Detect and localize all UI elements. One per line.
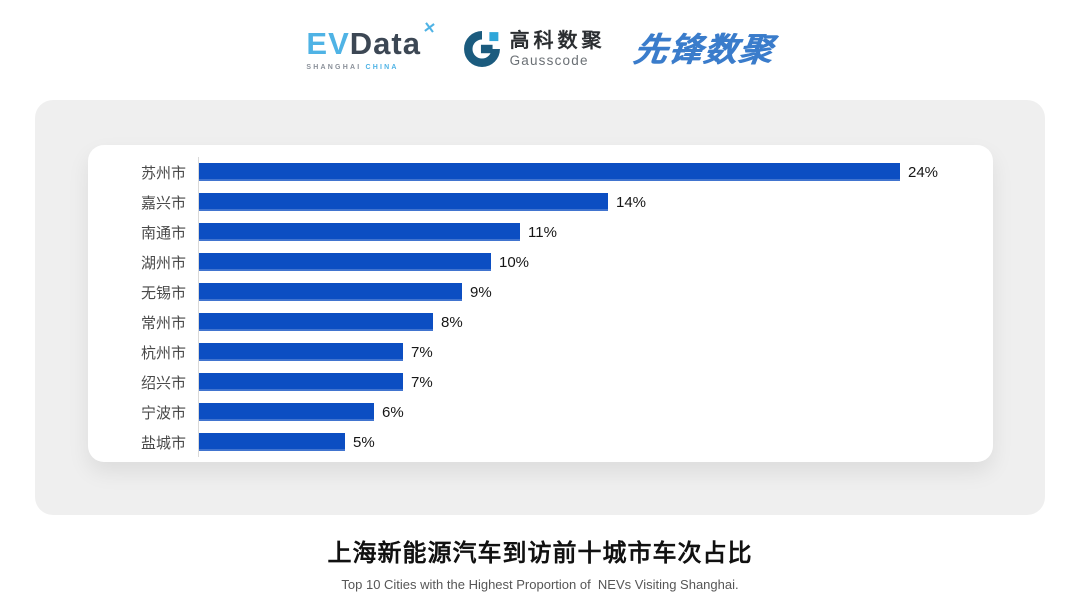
evdata-wordmark: EV Data ✕	[306, 19, 437, 61]
bar-row: 嘉兴市 14%	[118, 187, 993, 217]
value-label: 24%	[908, 163, 939, 181]
value-label: 9%	[470, 283, 492, 301]
bar-track: 14%	[198, 187, 993, 217]
bar-track: 24%	[198, 157, 993, 187]
value-label: 7%	[411, 343, 433, 361]
bar-track: 6%	[198, 397, 993, 427]
category-label: 嘉兴市	[140, 194, 186, 212]
gausscode-cn-text: 高科数聚	[509, 29, 606, 52]
value-label: 8%	[441, 313, 463, 331]
bar	[199, 223, 520, 241]
category-label: 盐城市	[140, 434, 186, 452]
evdata-data-text: Data	[349, 25, 421, 61]
evdata-tagline: SHANGHAI CHINA	[306, 64, 434, 71]
category-label: 绍兴市	[140, 374, 186, 392]
bar	[199, 433, 345, 451]
bar-row: 无锡市 9%	[118, 277, 993, 307]
gausscode-logo: 高科数聚 Gausscode	[463, 30, 606, 69]
gausscode-en-text: Gausscode	[509, 52, 589, 68]
value-label: 7%	[411, 373, 433, 391]
bar	[199, 163, 900, 181]
gausscode-icon	[463, 31, 500, 67]
value-label: 14%	[616, 193, 647, 211]
bar	[199, 373, 403, 391]
bar-row: 常州市 8%	[118, 307, 993, 337]
value-label: 10%	[499, 253, 530, 271]
bar-row: 绍兴市 7%	[118, 367, 993, 397]
bar-track: 7%	[198, 367, 993, 397]
bar-row: 湖州市 10%	[118, 247, 993, 277]
value-label: 5%	[353, 433, 375, 451]
category-label: 苏州市	[140, 164, 186, 182]
chart-subtitle: Top 10 Cities with the Highest Proportio…	[341, 577, 739, 592]
value-label: 11%	[528, 223, 557, 241]
caption-block: 上海新能源汽车到访前十城市车次占比 Top 10 Cities with the…	[0, 533, 1080, 592]
bar-track: 10%	[198, 247, 993, 277]
bar-row: 宁波市 6%	[118, 397, 993, 427]
category-label: 南通市	[140, 224, 186, 242]
evdata-tagline-shanghai: SHANGHAI	[306, 63, 362, 71]
bar-track: 9%	[198, 277, 993, 307]
category-label: 常州市	[140, 314, 186, 332]
bar	[199, 343, 403, 361]
bar-row: 盐城市 5%	[118, 427, 993, 457]
bar-rows: 苏州市 24% 嘉兴市 14% 南通市 11% 湖州市 10% 无锡市 9% 常州市 8% 杭州市 7% 绍…	[118, 157, 993, 457]
category-label: 无锡市	[140, 284, 186, 302]
bar-chart: 苏州市 24% 嘉兴市 14% 南通市 11% 湖州市 10% 无锡市 9% 常州市 8% 杭州市 7% 绍…	[88, 145, 993, 462]
category-label: 湖州市	[140, 254, 186, 272]
evdata-x-icon: ✕	[421, 18, 438, 38]
bar	[199, 253, 491, 271]
evdata-ev-text: EV	[306, 25, 350, 61]
category-label: 宁波市	[140, 404, 186, 422]
bar	[199, 283, 462, 301]
bar-row: 杭州市 7%	[118, 337, 993, 367]
bar-track: 7%	[198, 337, 993, 367]
evdata-logo: EV Data ✕ SHANGHAI CHINA	[306, 19, 437, 71]
chart-card: 苏州市 24% 嘉兴市 14% 南通市 11% 湖州市 10% 无锡市 9% 常州市 8% 杭州市 7% 绍…	[88, 145, 993, 462]
pioneer-datagroup-logo: 先锋数聚	[630, 30, 777, 68]
value-label: 6%	[382, 403, 404, 421]
evdata-tagline-china: CHINA	[365, 63, 399, 71]
bar-track: 5%	[198, 427, 993, 457]
category-label: 杭州市	[140, 344, 186, 362]
bar	[199, 403, 374, 421]
bar-row: 苏州市 24%	[118, 157, 993, 187]
chart-title: 上海新能源汽车到访前十城市车次占比	[327, 540, 753, 567]
logo-header: EV Data ✕ SHANGHAI CHINA 高科数聚 Gausscode 先锋…	[0, 16, 1080, 82]
bar	[199, 193, 608, 211]
bar-track: 11%	[198, 217, 993, 247]
bar	[199, 313, 433, 331]
bar-track: 8%	[198, 307, 993, 337]
bar-row: 南通市 11%	[118, 217, 993, 247]
